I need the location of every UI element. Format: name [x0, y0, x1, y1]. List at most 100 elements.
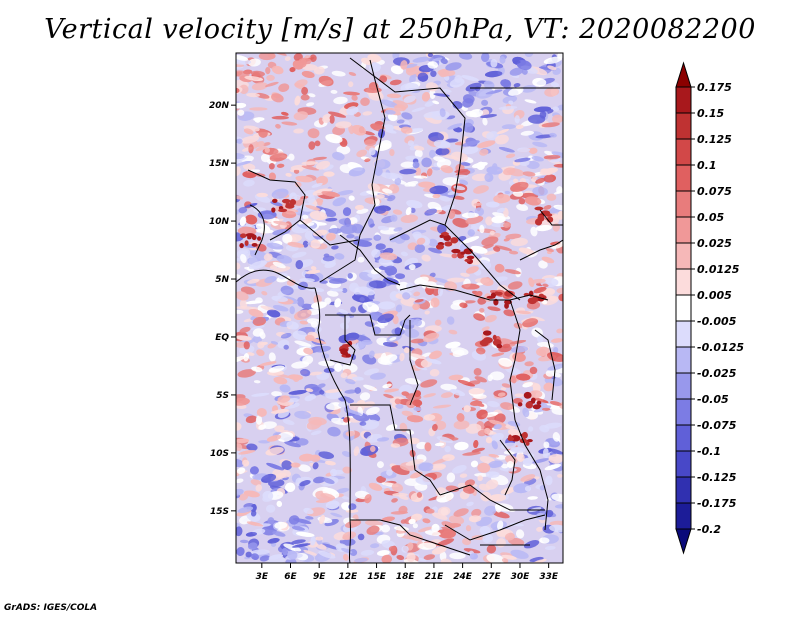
- field-cell: [310, 430, 322, 436]
- field-cell: [498, 338, 516, 347]
- field-cell: [433, 139, 451, 149]
- field-cell: [255, 141, 265, 148]
- field-cell: [452, 101, 463, 109]
- field-cell: [536, 335, 544, 343]
- field-cell: [543, 174, 556, 183]
- field-cell: [533, 397, 549, 403]
- field-cell: [335, 121, 352, 129]
- field-cell: [236, 262, 241, 270]
- field-cell: [514, 115, 520, 124]
- field-cell: [248, 144, 254, 154]
- field-cell: [343, 351, 349, 356]
- colorbar-segment: [675, 502, 692, 530]
- field-cell: [485, 436, 493, 444]
- field-cell: [245, 532, 258, 537]
- field-cell: [348, 167, 366, 177]
- field-cell: [252, 328, 264, 337]
- field-cell: [407, 181, 416, 187]
- field-cell: [289, 306, 295, 315]
- field-cell: [345, 430, 356, 437]
- field-cell: [552, 106, 560, 112]
- field-cell: [273, 220, 290, 226]
- field-cell: [415, 167, 422, 177]
- colorbar-segment: [675, 268, 692, 296]
- field-cell: [283, 543, 302, 552]
- field-cell: [522, 407, 530, 418]
- field-cell: [311, 266, 317, 271]
- field-cell: [389, 79, 402, 86]
- field-cell: [432, 464, 446, 469]
- field-cell: [266, 434, 282, 442]
- field-cell: [390, 214, 398, 222]
- field-cell: [539, 537, 550, 544]
- field-cell: [356, 149, 368, 158]
- grads-credit: GrADS: IGES/COLA: [4, 603, 98, 613]
- field-cell: [331, 417, 347, 425]
- field-cell: [460, 251, 466, 255]
- field-cell: [543, 382, 554, 392]
- field-cell: [439, 234, 444, 238]
- field-cell: [236, 478, 244, 484]
- field-cell: [278, 83, 290, 92]
- field-cell: [417, 72, 429, 82]
- field-cell: [424, 310, 430, 315]
- field-cell: [236, 356, 246, 363]
- field-cell: [250, 70, 265, 77]
- field-cell: [284, 441, 301, 448]
- field-cell: [496, 207, 506, 213]
- field-cell: [303, 347, 314, 355]
- field-cell: [485, 201, 500, 208]
- field-cell: [486, 544, 497, 554]
- field-cell: [346, 106, 359, 116]
- field-cell: [310, 454, 321, 462]
- colorbar-segment: [675, 320, 692, 348]
- field-cell: [528, 426, 534, 432]
- field-cell: [266, 242, 284, 250]
- field-cell: [375, 243, 386, 250]
- field-cell: [400, 161, 416, 168]
- field-cell: [522, 318, 539, 328]
- field-cell: [364, 520, 383, 527]
- field-cell: [445, 62, 462, 71]
- field-cell: [532, 141, 548, 148]
- field-cell: [334, 253, 345, 260]
- field-cell: [322, 116, 331, 123]
- field-cell: [481, 99, 489, 106]
- field-cell: [476, 409, 488, 420]
- field-cell: [313, 476, 326, 484]
- field-cell: [377, 313, 394, 324]
- field-cell: [264, 276, 277, 284]
- field-cell: [477, 475, 483, 482]
- field-cell: [240, 135, 259, 144]
- field-cell: [543, 56, 562, 64]
- field-cell: [473, 313, 485, 321]
- field-cell: [552, 432, 561, 442]
- field-cell: [541, 256, 555, 264]
- field-cell: [316, 175, 328, 186]
- field-cell: [348, 195, 355, 201]
- field-cell: [258, 440, 271, 444]
- field-cell: [499, 56, 506, 64]
- field-cell: [503, 238, 510, 242]
- field-cell: [510, 237, 528, 247]
- field-cell: [438, 68, 450, 78]
- field-cell: [517, 402, 523, 407]
- field-cell: [317, 383, 326, 389]
- field-cell: [547, 363, 563, 371]
- field-cell: [294, 95, 301, 106]
- field-cell: [431, 512, 448, 520]
- field-cell: [342, 288, 348, 294]
- field-cell: [277, 395, 291, 403]
- colorbar-label: -0.175: [697, 497, 737, 510]
- field-cell: [323, 253, 330, 258]
- field-cell: [510, 522, 524, 527]
- field-cell: [480, 277, 494, 286]
- field-cell: [436, 538, 455, 547]
- field-cell: [446, 316, 455, 325]
- field-cell: [405, 459, 424, 466]
- lat-label: 5N: [215, 275, 229, 285]
- field-cell: [538, 260, 548, 269]
- field-cell: [431, 523, 440, 533]
- field-cell: [437, 286, 443, 297]
- lon-label: 15E: [367, 572, 387, 582]
